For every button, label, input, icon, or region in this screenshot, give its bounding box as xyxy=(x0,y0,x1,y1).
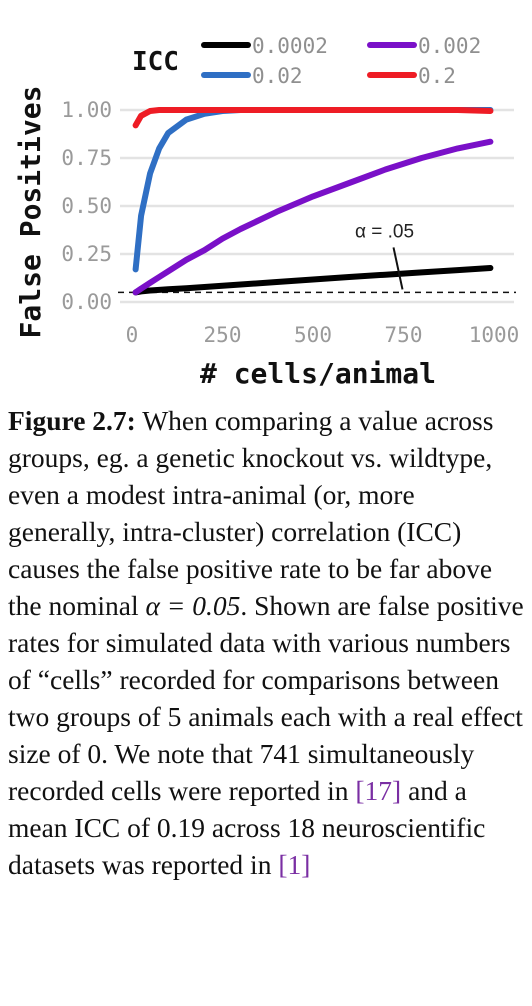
citation-link-17[interactable]: [17] xyxy=(355,775,402,806)
x-tick-label-3: 750 xyxy=(385,323,423,347)
legend-label-0-002: 0.002 xyxy=(418,34,481,58)
x-tick-label-0: 0 xyxy=(126,323,139,347)
series-line-0-02 xyxy=(132,107,494,273)
y-tick-label-1: 0.25 xyxy=(61,242,112,266)
alpha-annotation-pointer xyxy=(392,247,404,290)
caption-text-3: and a mean ICC of 0.19 across 18 neurosc… xyxy=(8,775,486,880)
legend: ICC 0.0002 0.002 0.02 0.2 xyxy=(132,34,481,88)
series-line-0-2 xyxy=(132,107,494,129)
x-tick-label-4: 1000 xyxy=(469,323,520,347)
legend-label-0-02: 0.02 xyxy=(252,64,303,88)
x-axis-title: # cells/animal xyxy=(200,357,436,390)
caption-label: Figure 2.7: xyxy=(8,405,136,436)
legend-title: ICC xyxy=(132,47,179,77)
y-tick-label-3: 0.75 xyxy=(61,146,112,170)
x-tick-label-1: 250 xyxy=(204,323,242,347)
citation-link-1[interactable]: [1] xyxy=(278,849,311,880)
x-tick-label-2: 500 xyxy=(294,323,332,347)
caption-text-2: . Shown are false positive rates for sim… xyxy=(8,590,524,806)
y-tick-label-0: 0.00 xyxy=(61,290,112,314)
y-tick-label-2: 0.50 xyxy=(61,194,112,218)
caption-text-1: When comparing a value across groups, eg… xyxy=(8,405,494,621)
legend-label-0-0002: 0.0002 xyxy=(252,34,328,58)
y-axis-title: False Positives xyxy=(14,86,47,339)
figure-caption: Figure 2.7: When comparing a value acros… xyxy=(8,402,526,883)
false-positive-chart: 0.00 0.25 0.50 0.75 1.00 0 250 500 750 1000 α = … xyxy=(14,34,520,390)
series-lines xyxy=(132,107,494,296)
x-tick-labels: 0 250 500 750 1000 xyxy=(126,323,520,347)
series-line-0-002 xyxy=(132,138,494,296)
series-line-0-0002 xyxy=(132,265,494,296)
legend-label-0-2: 0.2 xyxy=(418,64,456,88)
annotation-group: α = .05 xyxy=(355,221,414,290)
y-tick-label-4: 1.00 xyxy=(61,98,112,122)
alpha-annotation: α = .05 xyxy=(355,221,414,242)
y-tick-labels: 0.00 0.25 0.50 0.75 1.00 xyxy=(61,98,112,314)
caption-alpha: α = 0.05 xyxy=(145,590,241,621)
